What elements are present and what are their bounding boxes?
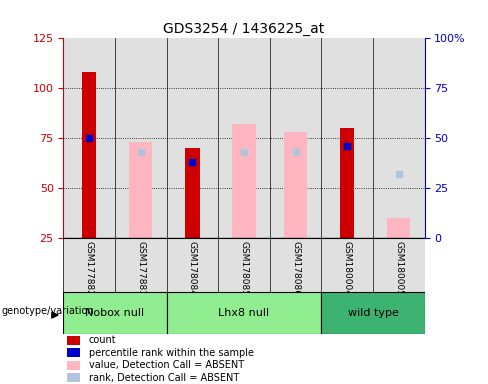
Bar [284, 132, 307, 238]
Text: Lhx8 null: Lhx8 null [219, 308, 269, 318]
Bar [322, 292, 425, 334]
Bar [270, 38, 322, 238]
Text: rank, Detection Call = ABSENT: rank, Detection Call = ABSENT [89, 373, 239, 383]
Bar [82, 72, 97, 238]
Text: count: count [89, 335, 116, 345]
Bar [340, 128, 354, 238]
Bar [129, 142, 152, 238]
Bar [270, 238, 322, 292]
Title: GDS3254 / 1436225_at: GDS3254 / 1436225_at [163, 22, 325, 36]
Bar [67, 348, 80, 357]
Bar [63, 238, 115, 292]
Bar [322, 38, 373, 238]
Text: value, Detection Call = ABSENT: value, Detection Call = ABSENT [89, 360, 244, 370]
Text: Nobox null: Nobox null [85, 308, 144, 318]
Bar [115, 238, 166, 292]
Bar [218, 38, 270, 238]
Bar [63, 38, 115, 238]
Text: GSM180005: GSM180005 [394, 241, 403, 296]
Bar [166, 238, 218, 292]
Bar [63, 292, 166, 334]
Bar [373, 38, 425, 238]
Bar [166, 38, 218, 238]
Text: genotype/variation: genotype/variation [1, 306, 94, 316]
Bar [387, 218, 410, 238]
Text: GSM178085: GSM178085 [240, 241, 248, 296]
Text: GSM178084: GSM178084 [188, 241, 197, 296]
Bar [67, 336, 80, 345]
Bar [115, 38, 166, 238]
Bar [232, 124, 256, 238]
Text: GSM177883: GSM177883 [136, 241, 145, 296]
Bar [322, 238, 373, 292]
Bar [166, 292, 322, 334]
Bar [373, 238, 425, 292]
Text: GSM178086: GSM178086 [291, 241, 300, 296]
Bar [218, 238, 270, 292]
Text: percentile rank within the sample: percentile rank within the sample [89, 348, 254, 358]
Bar [67, 361, 80, 370]
Bar [67, 373, 80, 382]
Bar [185, 148, 200, 238]
Text: wild type: wild type [347, 308, 398, 318]
Text: GSM180004: GSM180004 [343, 241, 352, 296]
Text: GSM177882: GSM177882 [85, 241, 94, 296]
